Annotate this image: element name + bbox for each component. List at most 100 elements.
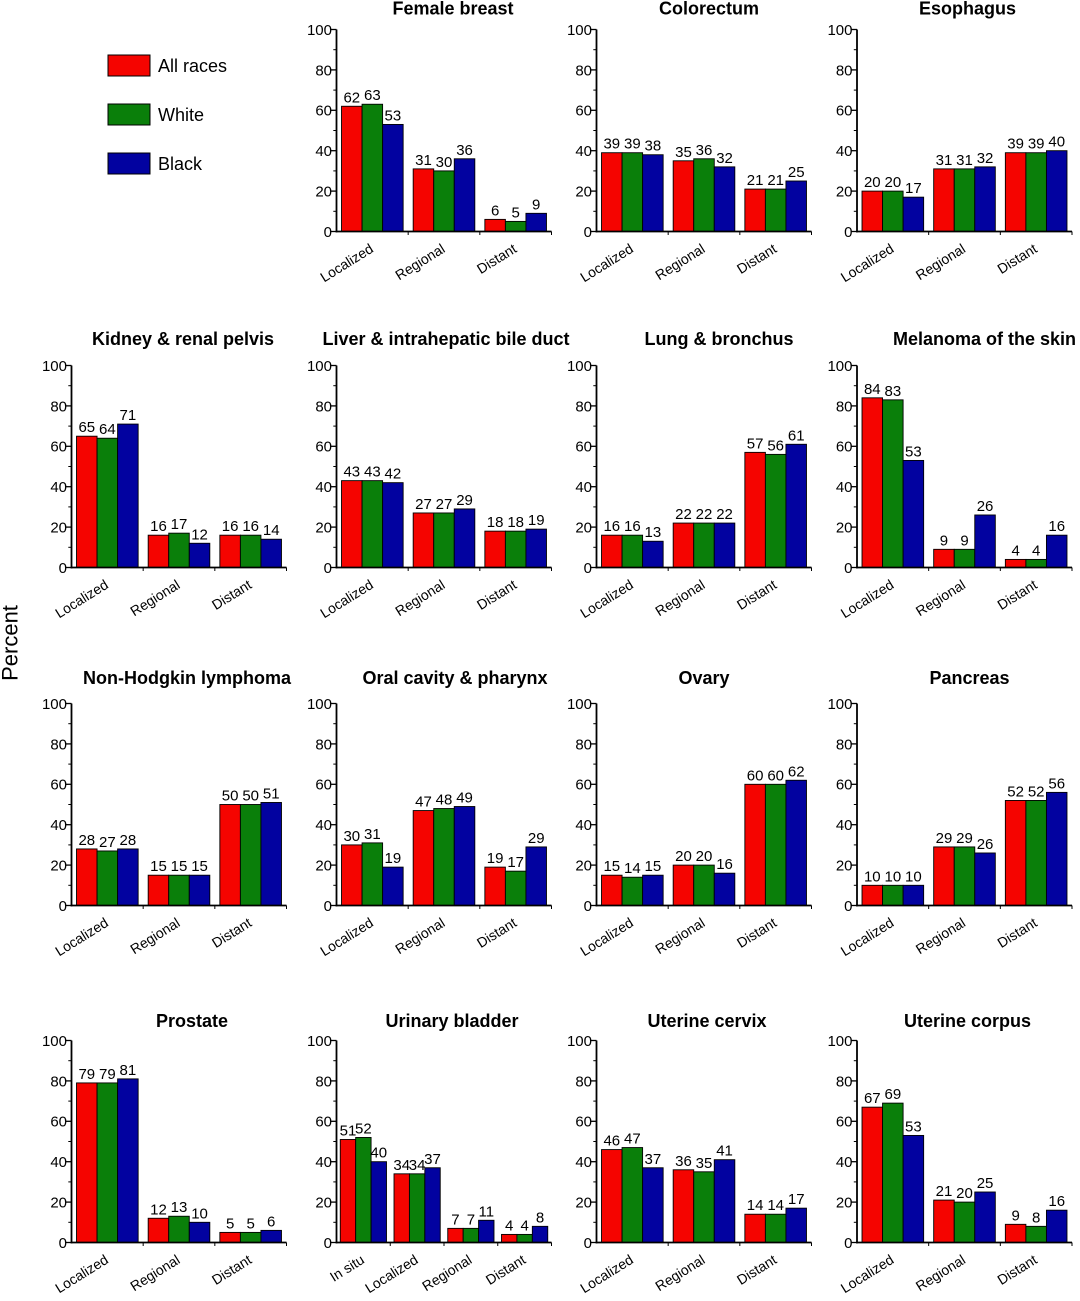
svg-text:69: 69 <box>884 1086 901 1103</box>
svg-text:0: 0 <box>844 898 852 915</box>
svg-text:21: 21 <box>747 172 764 189</box>
svg-text:100: 100 <box>827 696 852 713</box>
svg-text:25: 25 <box>788 164 805 181</box>
svg-text:51: 51 <box>263 785 280 802</box>
svg-text:20: 20 <box>50 858 67 875</box>
svg-text:White: White <box>158 105 204 125</box>
svg-text:9: 9 <box>532 196 540 213</box>
svg-text:0: 0 <box>59 898 67 915</box>
svg-text:62: 62 <box>788 763 805 780</box>
svg-text:71: 71 <box>120 407 137 424</box>
svg-text:Oral cavity & pharynx: Oral cavity & pharynx <box>362 668 547 688</box>
svg-text:25: 25 <box>977 1175 994 1192</box>
svg-text:4: 4 <box>520 1217 528 1234</box>
svg-text:40: 40 <box>50 1154 67 1171</box>
svg-text:20: 20 <box>884 174 901 191</box>
svg-text:Urinary bladder: Urinary bladder <box>385 1011 518 1031</box>
svg-text:0: 0 <box>844 224 852 241</box>
svg-text:34: 34 <box>409 1157 426 1174</box>
svg-text:16: 16 <box>242 518 259 535</box>
svg-text:100: 100 <box>567 1033 592 1050</box>
svg-text:15: 15 <box>645 858 662 875</box>
svg-text:49: 49 <box>456 790 473 807</box>
svg-text:26: 26 <box>977 836 994 853</box>
svg-text:80: 80 <box>315 736 332 753</box>
svg-text:10: 10 <box>864 868 881 885</box>
svg-text:60: 60 <box>836 777 853 794</box>
svg-text:40: 40 <box>836 817 853 834</box>
svg-text:100: 100 <box>567 696 592 713</box>
svg-text:79: 79 <box>78 1066 95 1083</box>
svg-text:100: 100 <box>307 358 332 375</box>
svg-text:29: 29 <box>528 830 545 847</box>
svg-text:100: 100 <box>827 358 852 375</box>
svg-text:15: 15 <box>191 858 208 875</box>
svg-text:7: 7 <box>467 1211 475 1228</box>
svg-text:60: 60 <box>836 103 853 120</box>
svg-text:36: 36 <box>456 142 473 159</box>
svg-text:38: 38 <box>645 138 662 155</box>
svg-text:20: 20 <box>575 184 592 201</box>
svg-text:22: 22 <box>675 506 692 523</box>
svg-text:6: 6 <box>491 202 499 219</box>
svg-text:Non-Hodgkin lymphoma: Non-Hodgkin lymphoma <box>83 668 292 688</box>
svg-text:47: 47 <box>624 1131 641 1148</box>
svg-text:80: 80 <box>836 62 853 79</box>
svg-text:60: 60 <box>50 777 67 794</box>
svg-text:14: 14 <box>624 860 641 877</box>
svg-text:36: 36 <box>675 1153 692 1170</box>
svg-text:20: 20 <box>315 520 332 537</box>
svg-text:39: 39 <box>1028 136 1045 153</box>
svg-text:79: 79 <box>99 1066 116 1083</box>
svg-text:20: 20 <box>836 1195 853 1212</box>
svg-text:40: 40 <box>575 1154 592 1171</box>
svg-text:20: 20 <box>575 520 592 537</box>
svg-text:12: 12 <box>191 526 208 543</box>
svg-text:39: 39 <box>1007 136 1024 153</box>
svg-text:20: 20 <box>575 858 592 875</box>
svg-text:63: 63 <box>364 87 381 104</box>
svg-text:13: 13 <box>645 524 662 541</box>
svg-text:80: 80 <box>315 398 332 415</box>
svg-text:29: 29 <box>956 830 973 847</box>
svg-text:100: 100 <box>307 22 332 39</box>
svg-text:56: 56 <box>767 437 784 454</box>
svg-text:Kidney & renal pelvis: Kidney & renal pelvis <box>92 329 274 349</box>
svg-text:83: 83 <box>884 383 901 400</box>
svg-text:0: 0 <box>59 1235 67 1252</box>
svg-text:0: 0 <box>324 1235 332 1252</box>
svg-text:9: 9 <box>940 532 948 549</box>
svg-text:0: 0 <box>584 898 592 915</box>
svg-text:14: 14 <box>767 1197 784 1214</box>
svg-text:60: 60 <box>315 1114 332 1131</box>
svg-text:14: 14 <box>263 522 280 539</box>
svg-text:52: 52 <box>1007 783 1024 800</box>
svg-text:31: 31 <box>956 152 973 169</box>
svg-text:14: 14 <box>747 1197 764 1214</box>
svg-text:20: 20 <box>836 184 853 201</box>
svg-text:60: 60 <box>836 1114 853 1131</box>
svg-text:Prostate: Prostate <box>156 1011 228 1031</box>
svg-text:48: 48 <box>436 792 453 809</box>
svg-text:6: 6 <box>267 1213 275 1230</box>
svg-text:0: 0 <box>844 560 852 577</box>
svg-text:61: 61 <box>788 427 805 444</box>
svg-text:7: 7 <box>451 1211 459 1228</box>
svg-text:17: 17 <box>905 180 922 197</box>
svg-text:20: 20 <box>836 520 853 537</box>
svg-text:40: 40 <box>575 817 592 834</box>
svg-text:60: 60 <box>767 767 784 784</box>
svg-text:52: 52 <box>1028 783 1045 800</box>
svg-text:16: 16 <box>716 856 733 873</box>
svg-text:80: 80 <box>575 736 592 753</box>
svg-text:80: 80 <box>575 398 592 415</box>
svg-text:52: 52 <box>355 1120 372 1137</box>
svg-text:80: 80 <box>836 398 853 415</box>
svg-text:57: 57 <box>747 435 764 452</box>
svg-text:10: 10 <box>191 1205 208 1222</box>
svg-text:Black: Black <box>158 154 203 174</box>
svg-text:9: 9 <box>960 532 968 549</box>
svg-text:80: 80 <box>836 1073 853 1090</box>
svg-text:20: 20 <box>315 184 332 201</box>
svg-text:40: 40 <box>315 817 332 834</box>
